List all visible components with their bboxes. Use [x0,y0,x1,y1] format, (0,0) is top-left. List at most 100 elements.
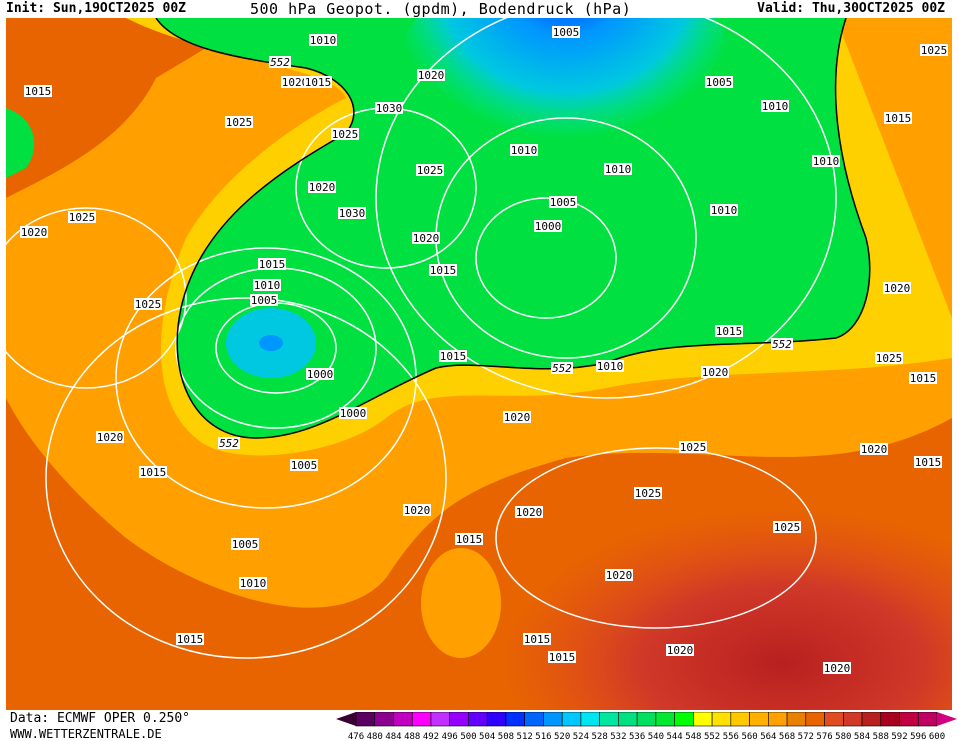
isobar-label: 1015 [548,651,576,664]
label-background [309,34,337,46]
label-background [523,633,551,645]
isobar-label: 1015 [258,258,286,271]
isobar-value: 1025 [774,521,801,534]
colorbar-tick-label: 560 [741,732,757,741]
label-background [515,506,543,518]
isobar-label: 1010 [761,100,789,113]
label-background [231,538,259,550]
label-background [455,533,483,545]
label-background [860,443,888,455]
isobar-label: 1020 [281,76,309,89]
isobar-label: 1025 [68,211,96,224]
isobar-label: 1010 [596,360,624,373]
colorbar-swatch [411,712,432,727]
label-background [331,128,359,140]
colorbar-swatch [693,712,713,727]
label-background [679,441,707,453]
label-background [812,155,840,167]
isobar-label: 552 [551,362,573,375]
colorbar-swatch [580,712,600,727]
isobar-label: 1000 [339,407,367,420]
label-background [634,487,662,499]
colorbar-swatch [543,712,563,727]
label-background [338,207,366,219]
isobar-value: 1000 [307,368,334,381]
isobar-label: 1015 [176,633,204,646]
isobar-value: 1015 [259,258,286,271]
label-background [439,350,467,362]
isobar-label: 1020 [701,366,729,379]
isobar-label: 1010 [710,204,738,217]
isobar-label: 1030 [338,207,366,220]
colorbar-tick-label: 544 [666,732,682,741]
isobar-label: 1005 [549,196,577,209]
colorbar-tick-label: 504 [479,732,495,741]
colorbar-tick-label: 484 [385,732,401,741]
isobar-label: 1010 [510,144,538,157]
isobar-label: 1030 [375,102,403,115]
isobar-value: 1010 [240,577,267,590]
isobar-label: 1025 [134,298,162,311]
label-background [710,204,738,216]
isobar-label: 1020 [860,443,888,456]
label-background [281,76,309,88]
isobar-value: 1005 [550,196,577,209]
label-background [666,644,694,656]
isobar-line [375,18,837,399]
label-background [551,362,573,374]
label-background [416,164,444,176]
isobar-label: 1025 [634,487,662,500]
colorbar-tick-label: 584 [854,732,870,741]
isobar-value: 1025 [680,441,707,454]
isobar-value: 552 [772,338,792,351]
isobar-label: 1020 [412,232,440,245]
isobar-label: 552 [269,56,291,69]
isobar-label: 1020 [883,282,911,295]
colorbar-swatch [730,712,750,727]
isobar-value: 1000 [340,407,367,420]
isobar-value: 1020 [667,644,694,657]
colorbar-swatch [842,712,863,727]
label-background [250,294,278,306]
isobar-value: 1010 [254,279,281,292]
label-background [548,651,576,663]
isobar-value: 1025 [135,298,162,311]
isobar-label: 1020 [503,411,531,424]
isobar-label: 1000 [534,220,562,233]
isobar-value: 1020 [824,662,851,675]
colorbar-over-arrow [937,712,957,726]
isobar-value: 1025 [69,211,96,224]
colorbar-swatch [618,712,638,727]
label-background [417,69,445,81]
isobar-label: 1005 [290,459,318,472]
colorbar-swatch [486,712,507,727]
isobar-value: 1005 [706,76,733,89]
isobar-value: 1005 [251,294,278,307]
isobar-label: 1025 [331,128,359,141]
label-background [552,26,580,38]
label-background [68,211,96,223]
isobar-label: 1020 [666,644,694,657]
colorbar-tick-label: 520 [554,732,570,741]
data-source: Data: ECMWF OPER 0.250° [10,711,191,726]
isobar-label: 1010 [309,34,337,47]
hot-region [386,398,952,710]
colorbar-tick-label: 516 [535,732,551,741]
isobar-label: 1020 [823,662,851,675]
colorbar-swatch [561,712,582,727]
colorbar-tick-label: 496 [442,732,458,741]
colorbar-tick-label: 588 [873,732,889,741]
isobar-value: 1015 [140,466,167,479]
label-background [24,85,52,97]
isobar-value: 1030 [339,207,366,220]
isobar-value: 1025 [226,116,253,129]
isobar-value: 552 [270,56,290,69]
isobar-value: 1025 [417,164,444,177]
isobar-value: 1010 [310,34,337,47]
isobar-label: 1020 [515,506,543,519]
isobar-value: 1015 [915,456,942,469]
isobar-label: 1015 [914,456,942,469]
isobar-label: 1015 [429,264,457,277]
isobar-value: 1015 [25,85,52,98]
isobar-label: 1010 [604,163,632,176]
